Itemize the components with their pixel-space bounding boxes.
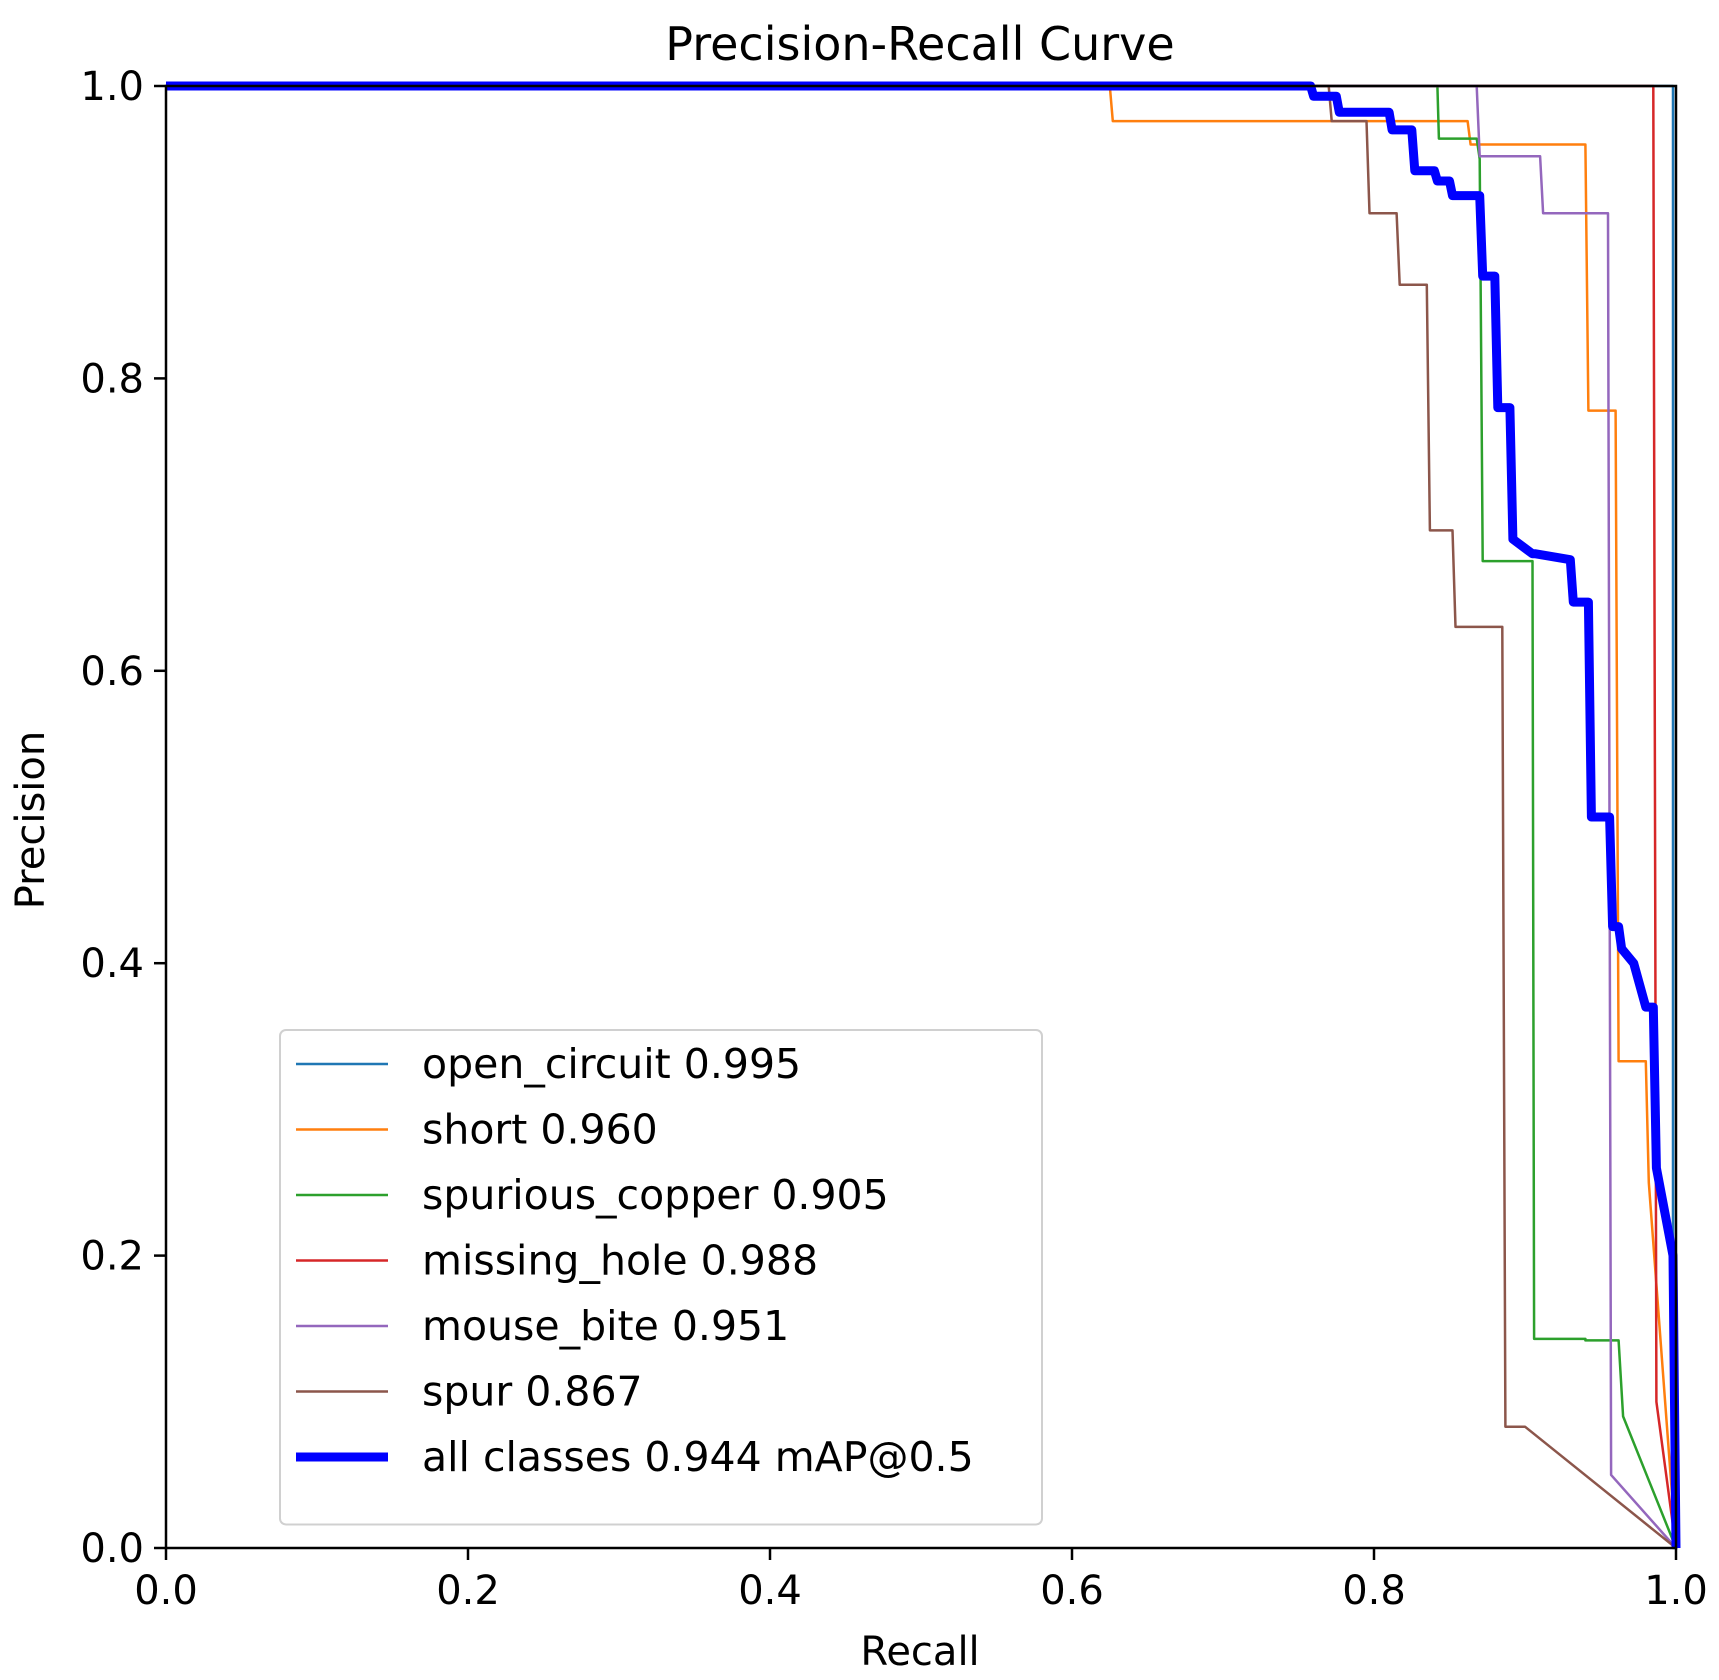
- legend-box: [279, 1029, 1043, 1526]
- y-tick-label: 0.6: [80, 649, 144, 695]
- x-tick-label: 0.8: [1342, 1568, 1406, 1614]
- legend-label-4: mouse_bite 0.951: [422, 1302, 789, 1350]
- x-axis-label: Recall: [860, 1629, 979, 1675]
- y-tick-label: 0.2: [80, 1234, 144, 1280]
- chart-title: Precision-Recall Curve: [665, 17, 1174, 71]
- series-line-5: [166, 84, 1677, 1549]
- legend-label-3: missing_hole 0.988: [422, 1237, 818, 1285]
- x-tick-label: 0.2: [436, 1568, 500, 1614]
- y-tick-label: 0.8: [80, 356, 144, 402]
- series-line-4: [166, 84, 1677, 1549]
- legend-label-2: spurious_copper 0.905: [422, 1171, 889, 1219]
- y-tick-label: 0.0: [80, 1526, 144, 1572]
- series-line-2: [166, 84, 1678, 1549]
- y-tick-label: 1.0: [80, 64, 144, 110]
- plot-area: [164, 81, 1681, 1550]
- axis-ticks: 0.0 0.2 0.4 0.6 0.8 1.0 0.0 0.2 0.4 0.6 0.8 1.0: [80, 64, 1707, 1614]
- legend-label-1: short 0.960: [422, 1106, 658, 1154]
- y-axis-label: Precision: [8, 731, 54, 909]
- axes-frame: [164, 84, 1678, 1550]
- legend: open_circuit 0.995 short 0.960 spurious_co…: [279, 1029, 1043, 1526]
- series-line-6: [166, 81, 1681, 1549]
- x-tick-label: 1.0: [1644, 1568, 1708, 1614]
- legend-label-6: all classes 0.944 mAP@0.5: [422, 1433, 974, 1481]
- x-tick-label: 0.6: [1040, 1568, 1104, 1614]
- series-line-1: [166, 84, 1678, 1549]
- y-tick-label: 0.4: [80, 941, 144, 987]
- legend-label-0: open_circuit 0.995: [422, 1040, 801, 1088]
- x-tick-label: 0.4: [738, 1568, 802, 1614]
- legend-label-5: spur 0.867: [422, 1368, 643, 1416]
- x-tick-label: 0.0: [134, 1568, 198, 1614]
